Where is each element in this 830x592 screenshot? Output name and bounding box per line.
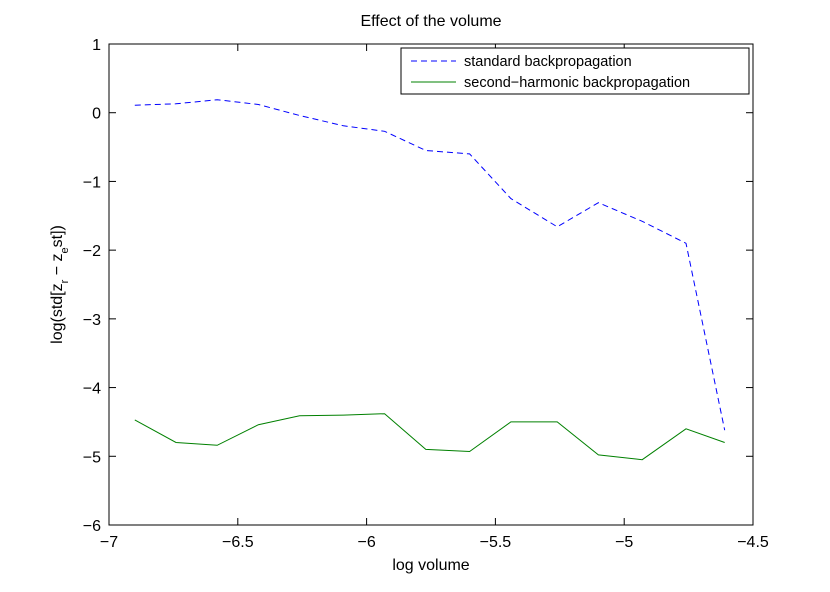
axis-ticks: −7 −6.5 −6 −5.5 −5 −4.5 1 0 −1 −2 −3 −4 −5 −6	[83, 37, 769, 551]
x-axis-label: log volume	[392, 557, 469, 574]
x-tick-label: −5.5	[480, 534, 512, 551]
y-tick-label: −6	[83, 518, 101, 535]
x-tick-label: −6.5	[222, 534, 254, 551]
plot-area	[108, 43, 754, 526]
series-line-2	[134, 413, 725, 461]
x-tick-label: −6	[357, 534, 375, 551]
chart-title: Effect of the volume	[360, 13, 501, 30]
y-axis-label-suffix: st])	[49, 225, 66, 247]
y-tick-label: 0	[92, 106, 101, 123]
y-axis-label: log(std[zr − zest])	[49, 225, 71, 344]
y-tick-label: −3	[83, 312, 101, 329]
y-tick-label: 1	[92, 37, 101, 54]
y-axis-label-subscript-e: e	[59, 247, 71, 253]
series-layer	[134, 99, 726, 461]
y-tick-label: −4	[83, 381, 101, 398]
legend-label: second−harmonic backpropagation	[464, 75, 690, 91]
y-tick-label: −1	[83, 174, 101, 191]
y-axis-label-subscript-r: r	[59, 279, 71, 283]
y-axis-label-prefix: log(std[z	[49, 283, 66, 343]
y-tick-label: −5	[83, 449, 101, 466]
legend-label: standard backpropagation	[464, 54, 632, 70]
y-axis-label-middle: − z	[49, 253, 66, 279]
x-tick-label: −7	[100, 534, 118, 551]
legend: standard backpropagation second−harmonic …	[400, 47, 750, 95]
x-tick-label: −5	[615, 534, 633, 551]
y-tick-label: −2	[83, 243, 101, 260]
legend-box	[400, 47, 750, 95]
x-tick-label: −4.5	[737, 534, 769, 551]
